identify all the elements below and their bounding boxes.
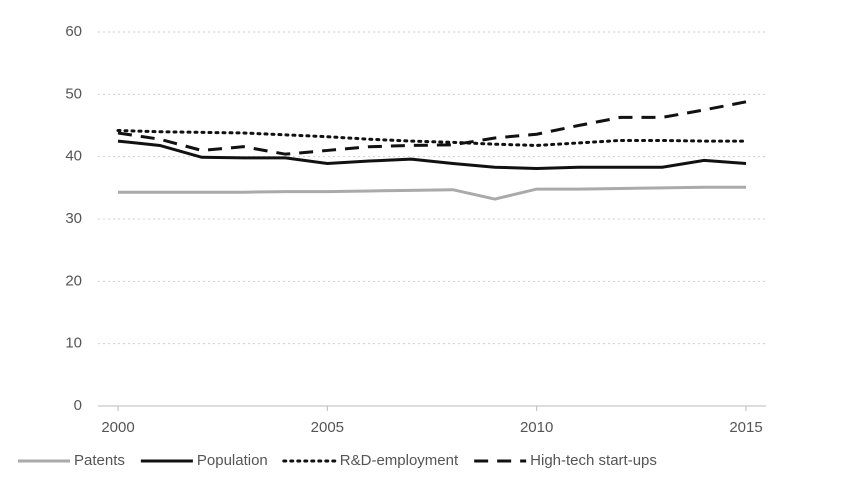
y-tick-label: 40 [65, 148, 82, 165]
x-tick-label: 2015 [729, 419, 762, 436]
series-line [117, 139, 747, 171]
series-line [116, 128, 748, 147]
legend-label: Population [197, 452, 268, 469]
y-tick-label: 10 [65, 335, 82, 352]
legend-label: High-tech start-ups [530, 452, 657, 469]
y-tick-label: 20 [65, 272, 82, 289]
series-line [118, 185, 746, 201]
legend-label: Patents [74, 452, 125, 469]
y-tick-label: 30 [65, 210, 82, 227]
x-tick-label: 2005 [311, 419, 344, 436]
x-tick-label: 2000 [101, 419, 134, 436]
y-tick-label: 0 [74, 397, 82, 414]
x-tick-label: 2010 [520, 419, 553, 436]
legend-label: R&D-employment [340, 452, 459, 469]
series-line [117, 100, 747, 156]
y-tick-label: 60 [65, 23, 82, 40]
y-tick-label: 50 [65, 85, 82, 102]
